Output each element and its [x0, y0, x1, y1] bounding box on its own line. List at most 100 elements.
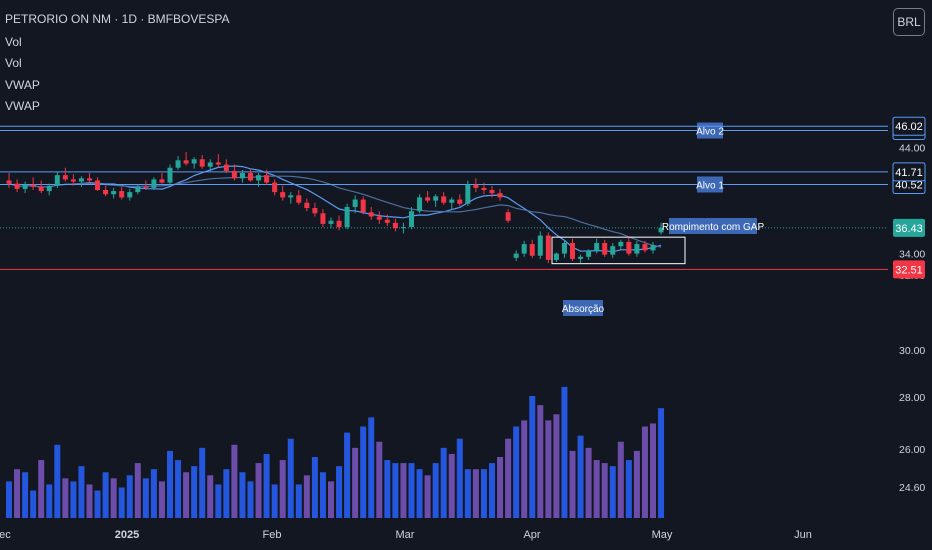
- volume-bar: [110, 478, 117, 518]
- candle: [409, 206, 414, 230]
- volume-bar: [424, 475, 431, 518]
- time-tick-label: Mar: [396, 529, 415, 541]
- volume-bar: [641, 426, 648, 518]
- price-tick-label: 34.00: [899, 249, 925, 261]
- candle-body: [473, 184, 479, 188]
- last-price-tag-bg: [893, 218, 925, 237]
- candle: [215, 153, 221, 167]
- candle-body: [38, 186, 44, 192]
- volume-bar: [126, 475, 133, 518]
- candle: [38, 180, 44, 194]
- volume-bar: [231, 444, 238, 518]
- candle-body: [376, 216, 382, 220]
- volume-bar: [352, 447, 359, 518]
- candle-body: [425, 197, 431, 201]
- target-top-price-tag-text: 41.71: [895, 167, 923, 179]
- candle-body: [183, 160, 189, 164]
- candle: [594, 238, 600, 254]
- volume-bar: [118, 487, 125, 518]
- candle-body: [400, 227, 406, 229]
- candle-body: [70, 179, 76, 182]
- candle: [368, 206, 374, 220]
- candle: [70, 174, 76, 186]
- volume-bar: [464, 469, 471, 518]
- candle: [537, 231, 543, 259]
- volume-bar: [14, 469, 21, 518]
- annotation-gap-breakout: Rompimento com GAP: [662, 218, 764, 234]
- candle: [30, 177, 36, 190]
- candle-body: [433, 196, 439, 201]
- volume-bar: [489, 463, 495, 518]
- volume-bar: [658, 408, 665, 518]
- candle-body: [215, 162, 221, 165]
- volume-bar: [22, 472, 29, 518]
- indicator-vwap-2[interactable]: VWAP: [5, 99, 40, 113]
- candle-body: [256, 175, 262, 181]
- volume-bar: [239, 472, 246, 518]
- symbol-title[interactable]: PETRORIO ON NM · 1D · BMFBOVESPA: [5, 12, 230, 26]
- candle: [6, 173, 12, 188]
- moving-averages: [8, 165, 662, 253]
- candle: [400, 222, 406, 234]
- candle: [521, 240, 527, 257]
- candle-body: [78, 178, 84, 182]
- time-tick-label: May: [652, 529, 673, 541]
- candle: [296, 190, 302, 205]
- candle-body: [328, 220, 334, 224]
- candle: [199, 155, 205, 169]
- candle: [256, 173, 262, 187]
- volume-bar: [336, 466, 343, 518]
- candle-body: [505, 212, 511, 221]
- indicator-vol-1[interactable]: Vol: [5, 35, 22, 49]
- time-tick-label: Feb: [263, 529, 282, 541]
- price-tick-label: 28.00: [899, 392, 925, 404]
- absorption-box: [551, 236, 686, 265]
- candle-body: [14, 183, 20, 189]
- candle: [14, 179, 20, 193]
- candle-body: [22, 184, 28, 189]
- level-label-text: Alvo 2: [696, 127, 724, 138]
- volume-bar: [328, 481, 334, 518]
- candle: [151, 177, 157, 190]
- volume-bar: [271, 484, 278, 518]
- candle-body: [352, 199, 358, 207]
- candle: [505, 209, 511, 223]
- target-top-price-tag-bg: [892, 116, 926, 136]
- candle: [602, 239, 608, 257]
- volume-bar: [472, 469, 479, 518]
- candle: [586, 249, 592, 260]
- last-price-tag-text: 36.43: [895, 223, 923, 235]
- consolidation-box: [551, 236, 686, 265]
- candle-body: [360, 199, 366, 213]
- indicator-vwap-1[interactable]: VWAP: [5, 78, 40, 92]
- candle-body: [553, 253, 559, 260]
- volume-bar: [553, 414, 560, 518]
- candle-body: [119, 191, 125, 198]
- candle-body: [191, 159, 197, 164]
- candle-body: [586, 250, 592, 257]
- volume-bar: [94, 490, 101, 518]
- candle-body: [159, 179, 165, 183]
- volume-bar: [158, 481, 165, 518]
- candle-body: [304, 202, 310, 209]
- time-tick-label: Apr: [523, 529, 540, 541]
- annotation-bg: [563, 300, 603, 316]
- candle: [489, 185, 495, 198]
- indicator-vol-2[interactable]: Vol: [5, 56, 22, 70]
- candles: [6, 151, 664, 264]
- candle-body: [344, 206, 350, 228]
- candle: [344, 203, 350, 230]
- candle-body: [95, 180, 101, 190]
- volume-bar: [593, 460, 600, 518]
- annotation-absorption: Absorção: [562, 300, 605, 316]
- candle-body: [626, 241, 632, 254]
- candle-body: [62, 175, 68, 180]
- candle-body: [521, 244, 527, 254]
- volume-bar: [497, 457, 504, 518]
- volume-bar: [432, 463, 439, 518]
- currency-button[interactable]: BRL: [893, 8, 925, 36]
- price-tick-label: 26.00: [899, 444, 925, 456]
- candle-body: [578, 256, 584, 259]
- candle-body: [417, 197, 423, 212]
